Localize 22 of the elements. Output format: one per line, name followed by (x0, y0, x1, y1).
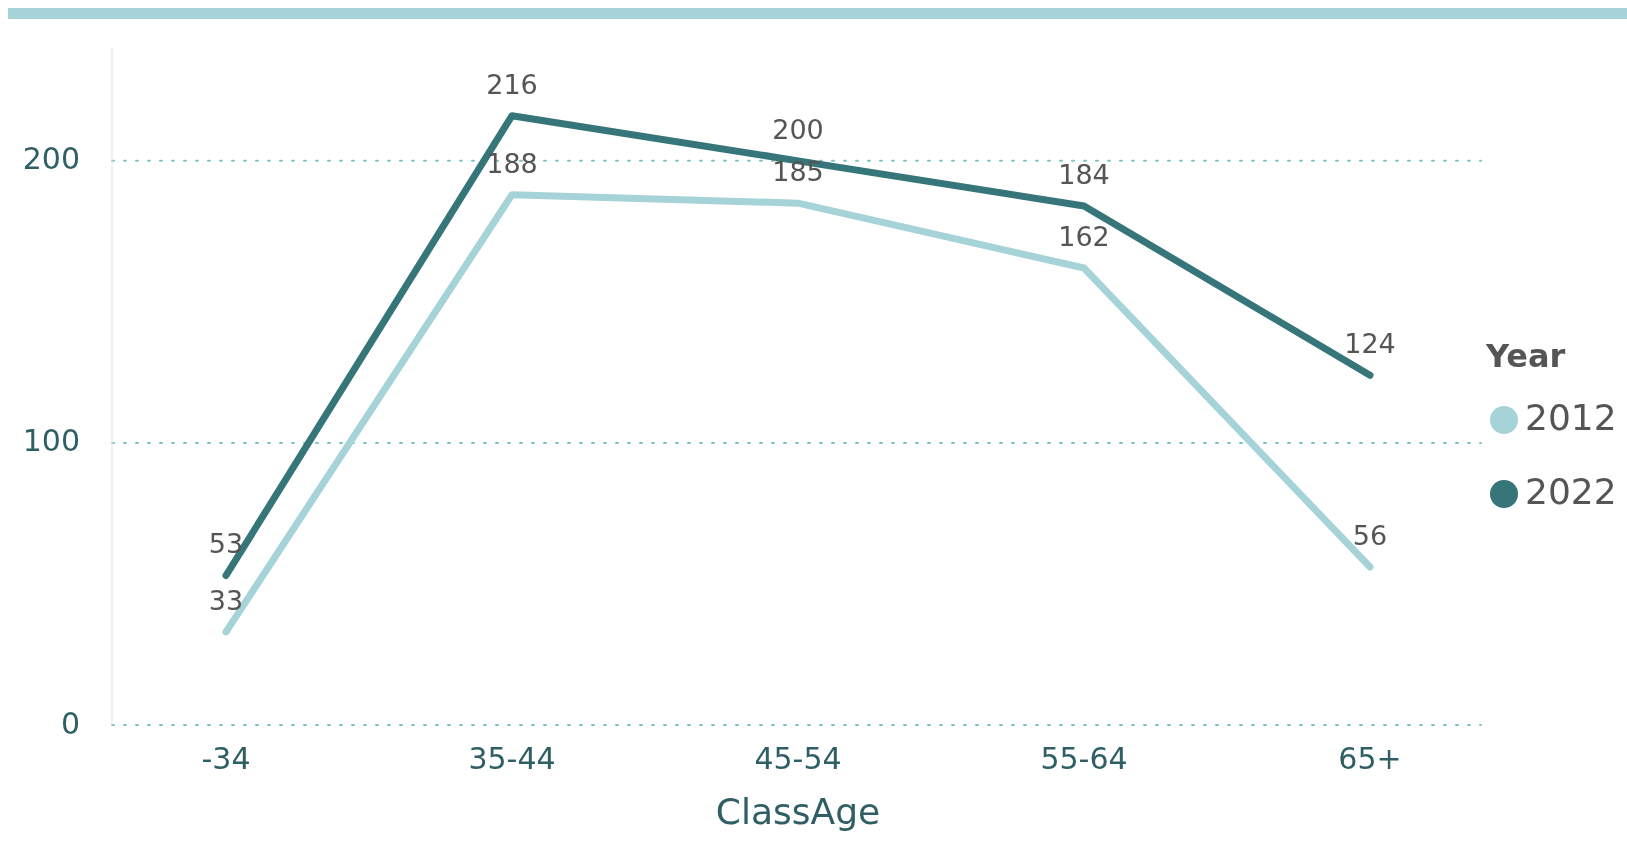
data-label: 188 (486, 147, 538, 179)
data-label: 53 (208, 528, 244, 560)
data-label: 56 (1352, 520, 1388, 552)
y-tick-label: 100 (22, 423, 80, 459)
data-label: 185 (772, 156, 824, 188)
legend-label: 2012 (1525, 397, 1617, 438)
data-label: 162 (1058, 221, 1110, 253)
y-tick-label: 0 (60, 705, 80, 741)
x-axis-title: ClassAge (715, 791, 881, 832)
x-tick-label: -34 (201, 740, 251, 776)
data-label: 184 (1058, 158, 1110, 190)
legend-title: Year (1485, 337, 1566, 375)
x-tick-label: 55-64 (1040, 740, 1128, 776)
y-tick-label: 200 (22, 141, 80, 177)
data-label: 33 (208, 584, 244, 616)
data-label: 124 (1344, 328, 1396, 360)
data-label: 216 (486, 68, 538, 100)
data-label: 200 (772, 113, 824, 145)
x-tick-label: 35-44 (468, 740, 556, 776)
x-tick-label: 65+ (1338, 740, 1402, 776)
x-tick-label: 45-54 (754, 740, 842, 776)
legend-label: 2022 (1525, 471, 1617, 512)
